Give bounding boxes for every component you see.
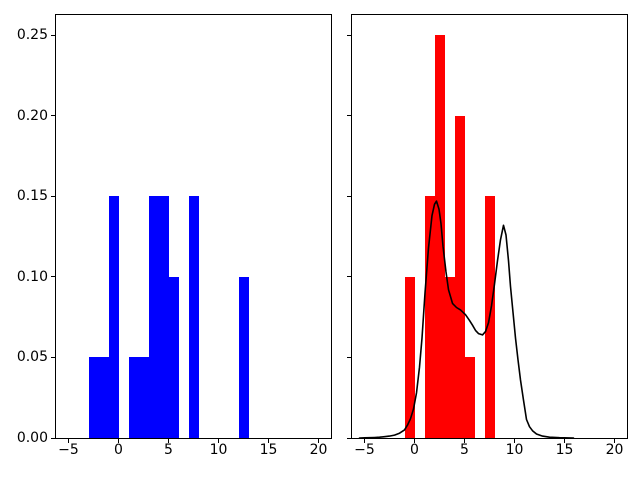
x-tick-label: 15 (555, 442, 574, 458)
histogram-bar (404, 276, 415, 438)
x-tick-label: 10 (505, 442, 524, 458)
histogram-bar (464, 357, 475, 438)
y-tick (347, 34, 351, 36)
histogram-bar (484, 196, 495, 438)
x-tick (168, 439, 169, 443)
histogram-bar (434, 35, 445, 438)
x-tick-label: 15 (259, 442, 278, 458)
y-tick-label: 0.20 (16, 107, 48, 124)
histogram-bar (168, 276, 179, 438)
histogram-bar (138, 357, 149, 438)
y-tick (347, 195, 351, 197)
histogram-bar (188, 196, 199, 438)
histogram-bar (424, 196, 435, 438)
histogram-bar (158, 196, 169, 438)
y-tick (51, 437, 55, 439)
y-tick-label: 0.05 (16, 349, 48, 366)
histogram-bar (98, 357, 109, 438)
y-tick-label: 0.15 (16, 188, 48, 205)
x-tick (464, 439, 465, 443)
y-tick (347, 437, 351, 439)
x-tick (268, 439, 269, 443)
right-histogram-kde-panel (351, 14, 628, 439)
x-tick-label: −5 (58, 442, 79, 458)
histogram-bar (454, 115, 465, 438)
histogram-bar (128, 357, 139, 438)
y-tick (51, 195, 55, 197)
x-tick (218, 439, 219, 443)
x-tick-label: 10 (209, 442, 228, 458)
y-tick (347, 276, 351, 278)
x-tick-label: 5 (164, 442, 173, 458)
histogram-bar (108, 196, 119, 438)
y-tick (51, 356, 55, 358)
x-tick-label: −5 (354, 442, 375, 458)
histogram-bar (444, 276, 455, 438)
x-tick (414, 439, 415, 443)
left-histogram-panel (55, 14, 332, 439)
y-tick (347, 356, 351, 358)
x-tick (68, 439, 69, 443)
histogram-bar (238, 276, 249, 438)
x-tick (118, 439, 119, 443)
x-tick (364, 439, 365, 443)
x-tick (514, 439, 515, 443)
x-tick (564, 439, 565, 443)
y-tick (51, 34, 55, 36)
y-tick-label: 0.10 (16, 268, 48, 285)
x-tick-label: 5 (460, 442, 469, 458)
x-tick-label: 20 (309, 442, 328, 458)
x-tick (614, 439, 615, 443)
x-tick-label: 20 (605, 442, 624, 458)
x-tick (318, 439, 319, 443)
histogram-bar (88, 357, 99, 438)
y-tick-label: 0.00 (16, 430, 48, 446)
y-tick (51, 276, 55, 278)
y-tick (51, 115, 55, 117)
histogram-bar (148, 196, 159, 438)
y-tick (347, 115, 351, 117)
x-tick-label: 0 (114, 442, 123, 458)
x-tick-label: 0 (410, 442, 419, 458)
y-tick-label: 0.25 (16, 27, 48, 44)
